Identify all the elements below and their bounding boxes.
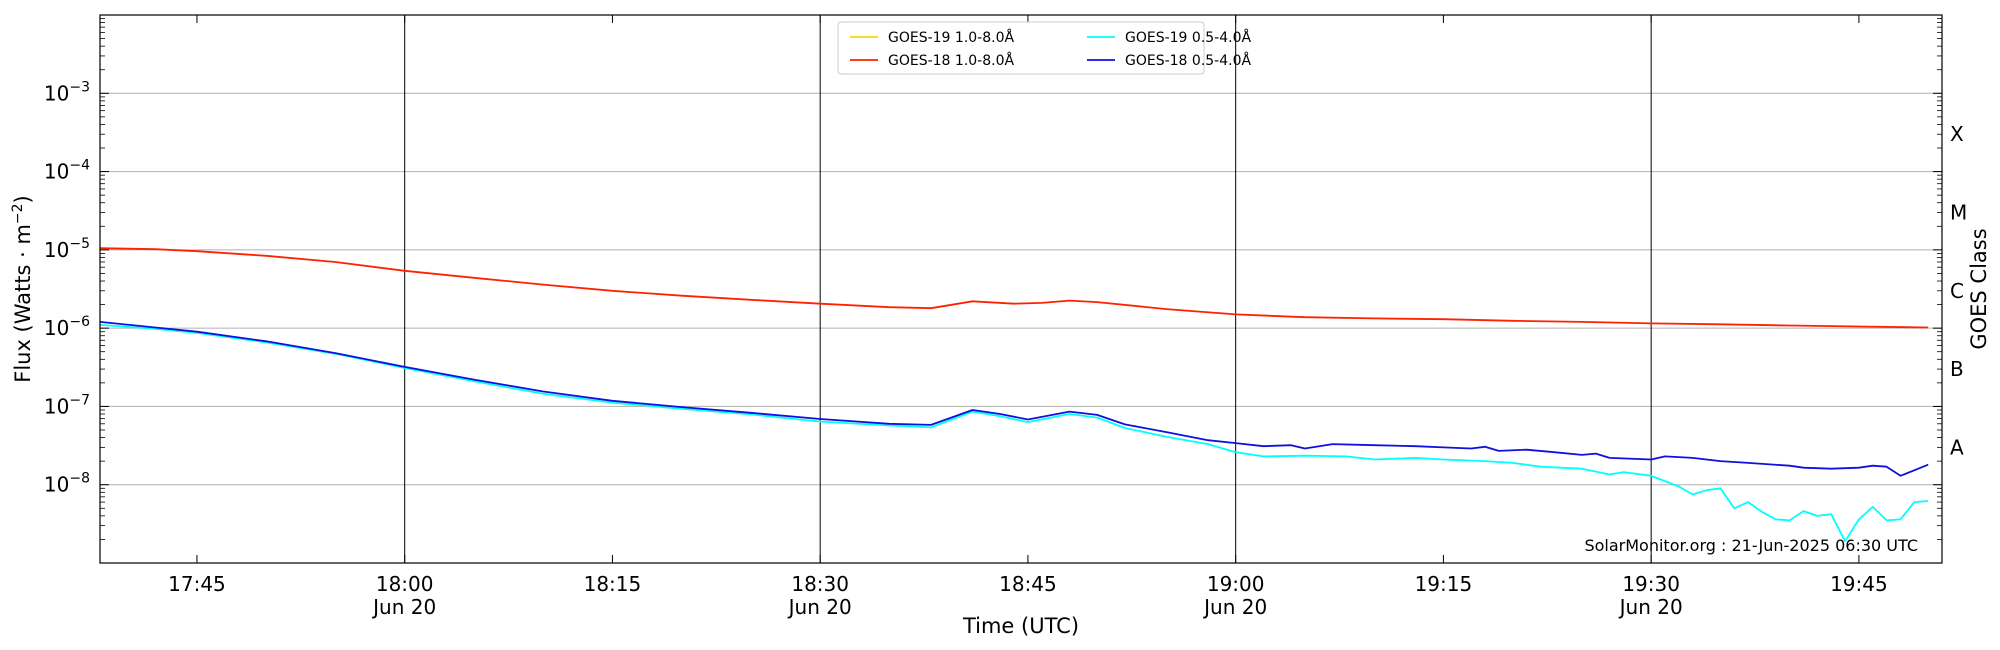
- x-tick-label: 18:45: [999, 572, 1057, 596]
- legend: GOES-19 1.0-8.0Å GOES-18 1.0-8.0Å GOES-19 …: [837, 21, 1251, 75]
- y-tick-label: 10−5: [44, 236, 90, 262]
- goes-class-label: A: [1950, 435, 1964, 459]
- legend-box: [837, 21, 1205, 75]
- watermark-text: SolarMonitor.org : 21-Jun-2025 06:30 UTC: [1584, 536, 1918, 555]
- y-tick-label: 10−4: [44, 158, 90, 184]
- x-tick-date-label: Jun 20: [1202, 595, 1267, 619]
- series-line: [99, 247, 1929, 329]
- y-tick-label: 10−8: [44, 471, 90, 497]
- goes-class-label: C: [1950, 279, 1964, 303]
- x-tick-label: 19:30: [1622, 572, 1680, 596]
- plot-frame: [99, 14, 1943, 564]
- x-tick-date-label: Jun 20: [787, 595, 852, 619]
- x-tick-label: 18:00: [376, 572, 434, 596]
- x-tick-date-label: Jun 20: [371, 595, 436, 619]
- grid-layer: [100, 15, 1942, 563]
- goes-class-label: B: [1950, 357, 1964, 381]
- x-tick-label: 18:15: [584, 572, 642, 596]
- x-tick-label: 17:45: [168, 572, 226, 596]
- x-tick-date-label: Jun 20: [1618, 595, 1683, 619]
- y-axis-title: Flux (Watts · m−2): [10, 195, 35, 383]
- x-tick-label: 19:15: [1415, 572, 1473, 596]
- x-tick-label: 19:45: [1830, 572, 1888, 596]
- y-tick-label: 10−6: [44, 314, 90, 340]
- y-tick-label: 10−3: [44, 79, 90, 105]
- legend-entry-label: GOES-19 0.5-4.0Å: [1125, 29, 1251, 46]
- series-layer: [99, 247, 1929, 543]
- right-axis-title: GOES Class: [1967, 228, 1991, 349]
- legend-entry-label: GOES-18 1.0-8.0Å: [888, 52, 1014, 69]
- series-line: [99, 324, 1929, 543]
- y-tick-label: 10−7: [44, 392, 90, 418]
- series-line: [99, 321, 1929, 477]
- legend-entry-label: GOES-18 0.5-4.0Å: [1125, 52, 1251, 69]
- goes-class-label: X: [1950, 122, 1964, 146]
- x-tick-label: 19:00: [1207, 572, 1265, 596]
- goes-class-label: M: [1950, 201, 1967, 225]
- x-axis-title: Time (UTC): [962, 614, 1079, 638]
- x-tick-label: 18:30: [791, 572, 849, 596]
- legend-entry-label: GOES-19 1.0-8.0Å: [888, 29, 1014, 46]
